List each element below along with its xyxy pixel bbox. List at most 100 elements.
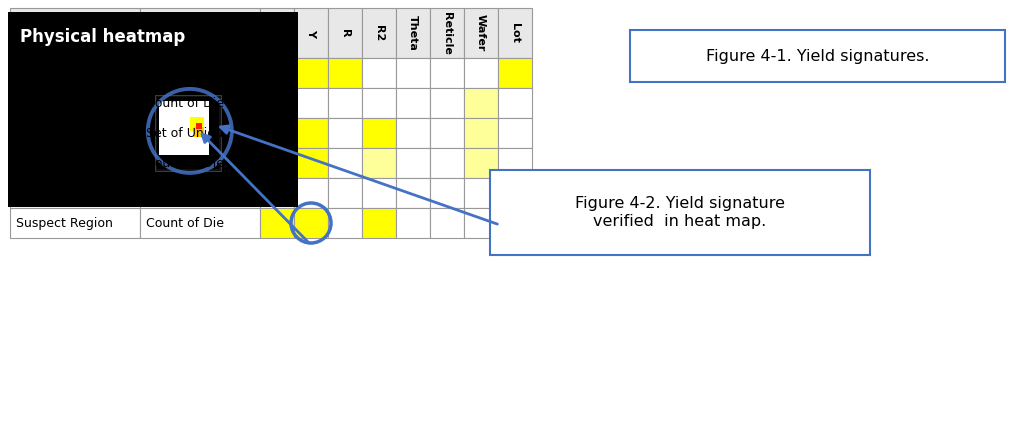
Bar [328, 118, 362, 148]
Text: Open Layer: Open Layer [16, 96, 88, 110]
Bar [498, 8, 532, 58]
Bar [328, 208, 362, 238]
Bar [260, 88, 294, 118]
Text: Wafer: Wafer [476, 15, 486, 51]
Text: Open Layer: Open Layer [16, 127, 88, 139]
Bar [260, 58, 294, 88]
Text: Bridge Layer: Bridge Layer [16, 66, 96, 80]
Bar [260, 148, 294, 178]
Text: Type: Type [194, 17, 207, 49]
Text: Count of Die: Count of Die [146, 96, 224, 110]
Bar [294, 118, 328, 148]
Bar [294, 178, 328, 208]
Bar [328, 88, 362, 118]
Text: R2: R2 [374, 25, 384, 41]
Bar [294, 58, 328, 88]
Text: R: R [340, 29, 350, 37]
Bar [498, 88, 532, 118]
Bar [260, 178, 294, 208]
Bar [8, 12, 298, 207]
Bar [464, 208, 498, 238]
Bar [140, 88, 260, 118]
Bar [498, 58, 532, 88]
Bar [189, 117, 204, 131]
Bar [498, 178, 532, 208]
Bar [157, 97, 219, 169]
Text: Suspect Region: Suspect Region [16, 216, 113, 230]
Bar [498, 148, 532, 178]
Text: Set of Unique: Set of Unique [146, 127, 230, 139]
Text: Figure 4-1. Yield signatures.: Figure 4-1. Yield signatures. [706, 48, 929, 63]
Bar [362, 118, 396, 148]
Text: Theta: Theta [408, 15, 418, 51]
Bar [430, 148, 464, 178]
Bar [194, 127, 204, 137]
Text: Reticle: Reticle [442, 11, 452, 55]
Text: Open Via Macro: Open Via Macro [16, 157, 115, 169]
Bar [498, 118, 532, 148]
Bar [362, 58, 396, 88]
Bar [396, 8, 430, 58]
Bar [140, 208, 260, 238]
Bar [396, 208, 430, 238]
Bar [396, 118, 430, 148]
Bar [159, 100, 209, 154]
Bar [260, 118, 294, 148]
Text: Set of Unique: Set of Unique [146, 66, 230, 80]
Bar [328, 178, 362, 208]
Bar [10, 88, 140, 118]
Bar [140, 58, 260, 88]
FancyBboxPatch shape [630, 30, 1005, 82]
Bar [362, 148, 396, 178]
Bar [464, 148, 498, 178]
Bar [294, 8, 328, 58]
Text: Set of Unique: Set of Unique [146, 187, 230, 199]
Bar [294, 208, 328, 238]
Bar [430, 8, 464, 58]
Text: Count of Die: Count of Die [146, 216, 224, 230]
Bar [10, 8, 140, 58]
Bar [10, 118, 140, 148]
Bar [396, 178, 430, 208]
Bar [260, 208, 294, 238]
Bar [10, 148, 140, 178]
Bar [464, 88, 498, 118]
Bar [328, 8, 362, 58]
Text: Open Via Macro: Open Via Macro [16, 187, 115, 199]
Bar [140, 148, 260, 178]
Bar [498, 208, 532, 238]
Bar [396, 148, 430, 178]
Bar [328, 148, 362, 178]
Bar [430, 208, 464, 238]
Text: Count of Die: Count of Die [146, 157, 224, 169]
Bar [140, 118, 260, 148]
Bar [362, 8, 396, 58]
Bar [294, 148, 328, 178]
Bar [10, 178, 140, 208]
Bar [396, 88, 430, 118]
Bar [430, 58, 464, 88]
Text: Data: Data [69, 16, 82, 50]
Bar [362, 88, 396, 118]
Bar [464, 178, 498, 208]
Bar [362, 208, 396, 238]
Text: Physical heatmap: Physical heatmap [20, 28, 185, 46]
Bar [10, 58, 140, 88]
Bar [161, 117, 169, 122]
Bar [10, 208, 140, 238]
Bar [171, 122, 177, 126]
FancyBboxPatch shape [490, 170, 870, 255]
Bar [140, 178, 260, 208]
Bar [155, 95, 221, 171]
Bar [464, 8, 498, 58]
Text: X: X [272, 29, 282, 37]
Bar [464, 118, 498, 148]
Bar [196, 123, 202, 129]
Text: Figure 4-2. Yield signature
verified  in heat map.: Figure 4-2. Yield signature verified in … [575, 196, 785, 229]
Text: Lot: Lot [510, 23, 520, 43]
Bar [430, 88, 464, 118]
Bar [362, 178, 396, 208]
Bar [430, 178, 464, 208]
Bar [294, 88, 328, 118]
Text: Y: Y [306, 29, 316, 37]
